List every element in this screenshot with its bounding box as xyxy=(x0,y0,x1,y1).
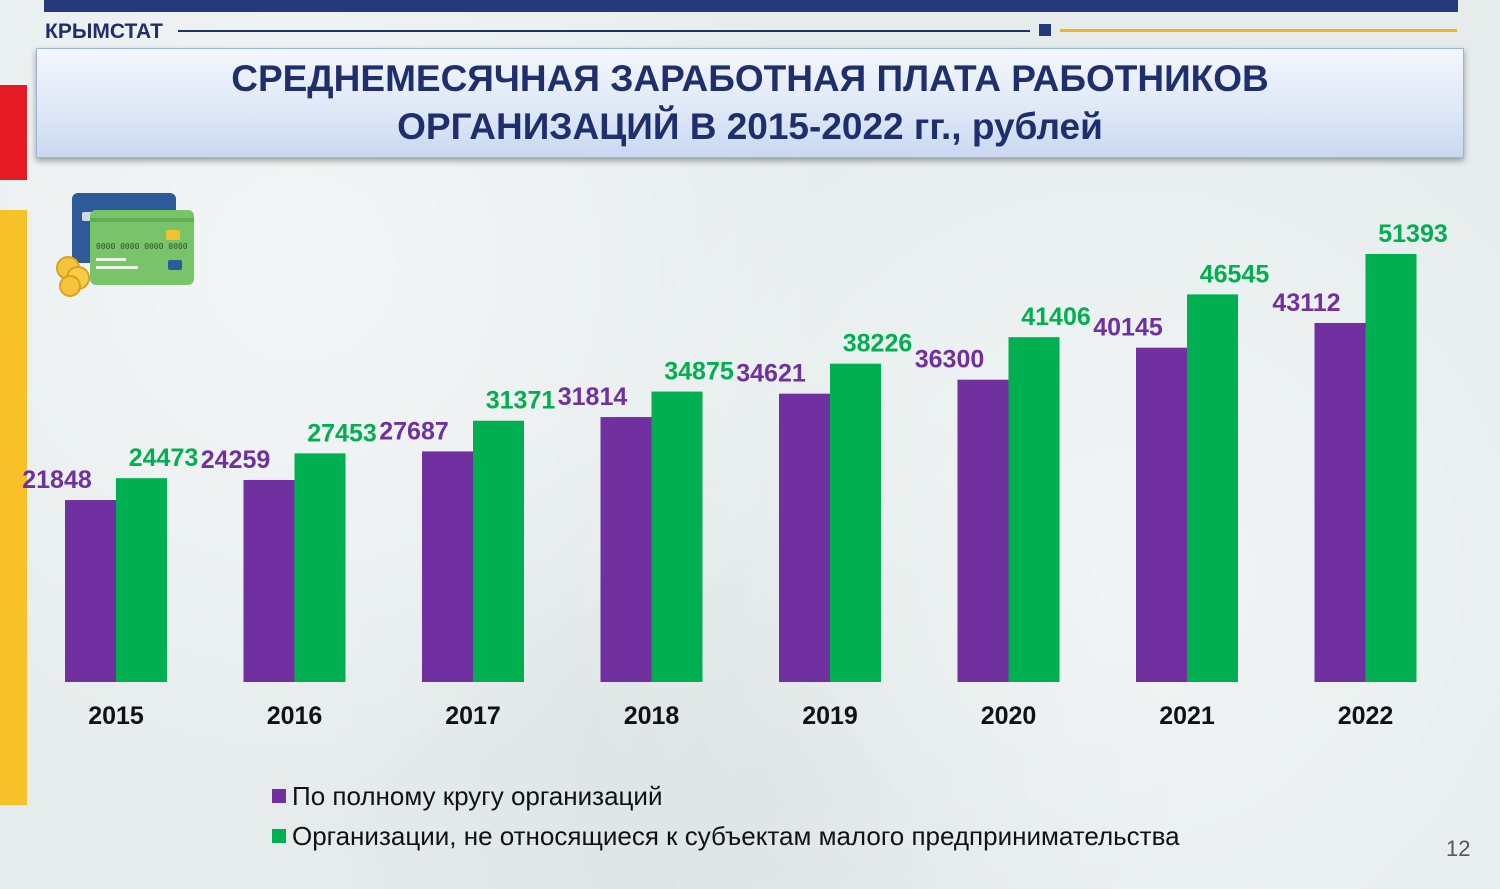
legend-label-series-1: По полному кругу организаций xyxy=(292,780,663,811)
x-tick-label-2017: 2017 xyxy=(445,702,501,730)
bar-2017-series-2 xyxy=(473,420,524,682)
data-label-2019-series-2: 38226 xyxy=(843,330,913,358)
credit-cards-coins-icon: 0000 0000 0000 0000 xyxy=(56,193,194,297)
bar-2020-series-2 xyxy=(1008,337,1060,682)
data-label-2021-series-2: 46545 xyxy=(1200,260,1270,288)
data-label-2022-series-1: 43112 xyxy=(1272,289,1340,317)
header-rule-left xyxy=(178,30,1030,32)
data-label-2021-series-1: 40145 xyxy=(1093,314,1163,342)
bar-2022-series-2 xyxy=(1365,254,1417,682)
x-tick-label-2022: 2022 xyxy=(1338,702,1394,730)
bar-2015-series-2 xyxy=(116,478,167,682)
bar-2019-series-1 xyxy=(779,393,830,682)
x-tick-label-2020: 2020 xyxy=(981,702,1037,730)
accent-yellow-bar xyxy=(0,210,27,805)
legend: По полному кругу организаций Организации… xyxy=(272,776,1180,856)
data-label-2022-series-2: 51393 xyxy=(1378,220,1448,248)
bar-2021-series-1 xyxy=(1136,347,1187,682)
data-label-2017-series-2: 31371 xyxy=(486,387,556,415)
data-label-2016-series-1: 24259 xyxy=(201,446,271,474)
legend-item-series-2: Организации, не относящиеся к субъектам … xyxy=(272,816,1180,856)
legend-label-series-2: Организации, не относящиеся к субъектам … xyxy=(292,820,1180,851)
svg-text:0000 0000 0000 0000: 0000 0000 0000 0000 xyxy=(96,242,188,251)
brand-name: КРЫМСТАТ xyxy=(45,20,163,43)
bar-2018-series-1 xyxy=(600,417,652,682)
bar-2015-series-1 xyxy=(65,500,116,682)
x-tick-label-2018: 2018 xyxy=(624,702,680,730)
data-label-2020-series-1: 36300 xyxy=(915,346,985,374)
bar-2021-series-2 xyxy=(1187,294,1238,682)
bar-2019-series-2 xyxy=(830,363,881,682)
title-box: СРЕДНЕМЕСЯЧНАЯ ЗАРАБОТНАЯ ПЛАТА РАБОТНИК… xyxy=(36,48,1464,158)
data-label-2018-series-2: 34875 xyxy=(664,358,734,386)
page-number: 12 xyxy=(1446,836,1471,861)
header-rule-right xyxy=(1060,29,1457,32)
bar-2016-series-1 xyxy=(243,479,295,682)
data-label-2018-series-1: 31814 xyxy=(558,383,628,411)
header-square xyxy=(1039,24,1051,36)
x-tick-label-2021: 2021 xyxy=(1159,702,1215,730)
x-tick-label-2019: 2019 xyxy=(802,702,858,730)
legend-item-series-1: По полному кругу организаций xyxy=(272,776,1180,816)
x-tick-label-2016: 2016 xyxy=(267,702,323,730)
data-label-2016-series-2: 27453 xyxy=(307,419,377,447)
bar-2016-series-2 xyxy=(294,453,346,682)
data-label-2020-series-2: 41406 xyxy=(1021,303,1091,331)
title-line-2: ОРГАНИЗАЦИЙ В 2015-2022 гг., рублей xyxy=(397,106,1103,147)
data-label-2017-series-1: 27687 xyxy=(379,417,449,445)
bar-2017-series-1 xyxy=(422,451,473,682)
accent-red-bar xyxy=(0,85,27,180)
bar-2018-series-2 xyxy=(651,391,703,682)
bar-2020-series-1 xyxy=(957,379,1009,682)
data-label-2019-series-1: 34621 xyxy=(736,360,806,388)
legend-swatch-green xyxy=(272,829,286,843)
top-band xyxy=(44,0,1458,12)
data-label-2015-series-1: 21848 xyxy=(22,466,92,494)
data-label-2015-series-2: 24473 xyxy=(129,444,199,472)
title-line-1: СРЕДНЕМЕСЯЧНАЯ ЗАРАБОТНАЯ ПЛАТА РАБОТНИК… xyxy=(231,58,1269,99)
x-tick-label-2015: 2015 xyxy=(88,702,144,730)
bar-2022-series-1 xyxy=(1314,322,1366,682)
legend-swatch-purple xyxy=(272,789,286,803)
